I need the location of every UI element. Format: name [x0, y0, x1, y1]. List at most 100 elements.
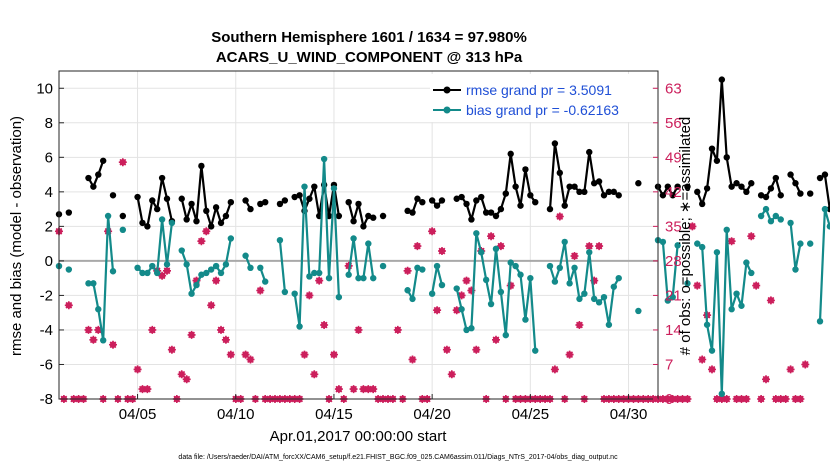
x-tick-label: 04/20: [413, 406, 451, 423]
rmse-point: [242, 197, 249, 204]
obs-assimilated-marker: [84, 325, 93, 334]
bias-point: [242, 252, 249, 259]
y-right-tick-label: 0: [665, 391, 673, 408]
rmse-point: [767, 185, 775, 192]
rmse-point: [551, 140, 559, 147]
rmse-point: [311, 183, 318, 190]
rmse-point: [365, 212, 372, 220]
rmse-point: [345, 199, 352, 206]
bias-point: [497, 288, 505, 296]
bias-point: [738, 302, 745, 309]
obs-assimilated-marker: [310, 370, 319, 379]
rmse-point: [212, 204, 220, 211]
bias-point: [826, 223, 830, 230]
rmse-point: [247, 205, 254, 213]
obs-assimilated-marker: [595, 242, 604, 251]
obs-assimilated-marker: [133, 365, 142, 374]
rmse-point: [703, 185, 711, 192]
rmse-point: [473, 197, 480, 204]
rmse-point: [708, 145, 716, 152]
legend-bias-label: bias grand pr = -0.62163: [466, 102, 619, 118]
bias-point: [556, 264, 564, 271]
rmse-point: [792, 180, 799, 187]
rmse-point: [306, 195, 313, 202]
obs-assimilated-marker: [359, 385, 368, 394]
rmse-point: [404, 207, 411, 215]
obs-assimilated-marker: [752, 281, 761, 290]
obs-assimilated-marker: [158, 271, 167, 280]
rmse-line: [294, 183, 340, 218]
rmse-point: [600, 192, 608, 199]
bias-point: [463, 326, 470, 334]
obs-assimilated-marker: [349, 385, 358, 394]
rmse-point: [85, 174, 92, 182]
obs-assimilated-marker: [791, 395, 800, 403]
y-right-tick-label: 14: [665, 322, 682, 339]
obs-assimilated-marker: [94, 325, 103, 334]
obs-assimilated-marker: [330, 350, 338, 359]
rmse-point: [561, 202, 568, 209]
rmse-point: [762, 193, 770, 201]
bias-point: [168, 219, 176, 227]
rmse-point: [659, 192, 667, 199]
obs-assimilated-marker: [241, 350, 250, 359]
x-tick-label: 04/30: [610, 406, 648, 423]
bias-point: [703, 321, 711, 328]
rmse-point: [281, 197, 289, 204]
bias-point: [345, 271, 352, 278]
x-tick-label: 04/15: [315, 406, 353, 423]
rmse-point: [360, 223, 367, 230]
bias-point: [502, 331, 509, 339]
bias-point: [311, 269, 318, 277]
obs-assimilated-marker: [555, 212, 564, 221]
bias-point: [600, 293, 608, 301]
bias-point: [438, 281, 446, 289]
bias-point: [816, 318, 824, 325]
obs-assimilated-marker: [192, 276, 201, 285]
bias-point: [468, 325, 475, 332]
bias-point: [576, 295, 583, 303]
rmse-point: [414, 195, 421, 202]
bias-point: [571, 264, 578, 271]
bias-point: [208, 266, 215, 273]
rmse-point: [684, 183, 691, 190]
obs-assimilated-marker: [167, 345, 176, 354]
rmse-point: [99, 157, 107, 164]
rmse-point: [723, 154, 730, 161]
rmse-series: [55, 76, 830, 230]
obs-assimilated-marker: [781, 395, 790, 403]
bias-point: [517, 271, 524, 278]
obs-assimilated-marker: [320, 321, 329, 329]
bias-point: [193, 281, 200, 289]
rmse-point: [728, 183, 735, 190]
rmse-point: [615, 192, 622, 199]
obs-assimilated-marker: [496, 242, 505, 251]
bias-point: [772, 212, 780, 220]
obs-assimilated-marker: [197, 237, 206, 246]
bias-point: [762, 205, 770, 213]
bias-point: [743, 259, 750, 266]
y-tick-label: 2: [45, 218, 53, 235]
rmse-point: [635, 180, 642, 187]
bias-point: [65, 266, 73, 273]
obs-assimilated-marker: [413, 242, 422, 251]
rmse-point: [512, 183, 519, 190]
obs-assimilated-marker: [727, 237, 736, 246]
rmse-point: [522, 166, 529, 173]
obs-assimilated-marker: [447, 370, 456, 379]
obs-assimilated-marker: [212, 276, 221, 285]
bias-point: [325, 274, 333, 282]
bias-point: [718, 390, 726, 398]
rmse-point: [95, 171, 102, 178]
obs-assimilated-marker: [693, 281, 702, 290]
rmse-point: [502, 190, 509, 197]
rmse-point: [674, 183, 681, 190]
rmse-point: [379, 212, 387, 220]
plot-frame: [58, 70, 659, 400]
y-tick-label: -2: [40, 287, 53, 304]
bias-point: [566, 280, 573, 287]
obs-assimilated-marker: [217, 325, 225, 334]
obs-assimilated-marker: [393, 325, 402, 334]
bias-point: [792, 266, 799, 273]
rmse-point: [183, 216, 190, 223]
